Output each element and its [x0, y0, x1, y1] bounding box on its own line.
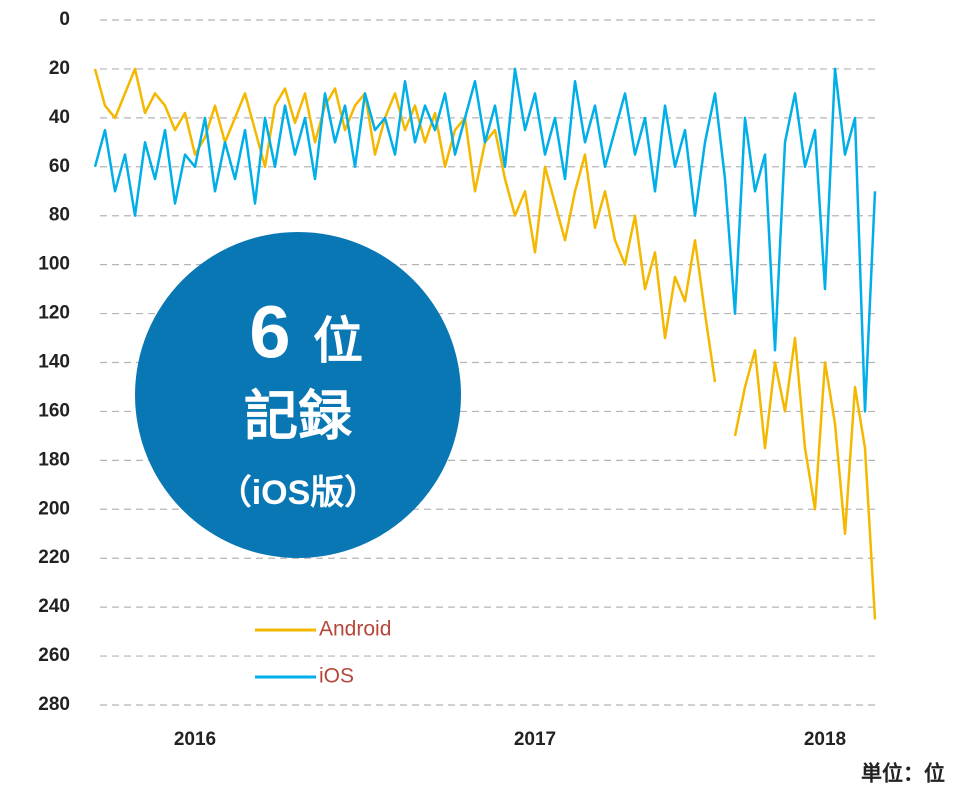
annotation: 6	[249, 291, 290, 374]
x-tick-label: 2017	[514, 729, 556, 750]
highlight-badge	[135, 232, 461, 558]
y-tick-label: 40	[49, 107, 70, 128]
unit-note: 単位：位	[861, 762, 945, 786]
annotation: （iOS版）	[218, 473, 379, 512]
y-tick-label: 20	[49, 58, 70, 79]
y-tick-label: 0	[59, 9, 70, 30]
y-tick-label: 120	[38, 303, 70, 324]
y-tick-label: 200	[38, 498, 70, 519]
y-tick-label: 80	[49, 205, 70, 226]
y-tick-label: 260	[38, 645, 70, 666]
annotation: 記録	[244, 386, 353, 446]
y-tick-label: 220	[38, 547, 70, 568]
y-tick-label: 140	[38, 352, 70, 373]
y-tick-label: 240	[38, 596, 70, 617]
x-tick-label: 2018	[804, 729, 846, 750]
y-tick-label: 280	[38, 694, 70, 715]
lines	[93, 67, 877, 620]
legend-label: iOS	[319, 665, 354, 688]
x-tick-label: 2016	[174, 729, 216, 750]
annotation: 位	[313, 313, 363, 369]
y-tick-label: 180	[38, 449, 70, 470]
grid	[100, 19, 875, 706]
legend-label: Android	[319, 618, 391, 641]
series-line	[93, 67, 877, 413]
y-tick-label: 160	[38, 400, 70, 421]
y-tick-label: 60	[49, 156, 70, 177]
y-tick-label: 100	[38, 254, 70, 275]
